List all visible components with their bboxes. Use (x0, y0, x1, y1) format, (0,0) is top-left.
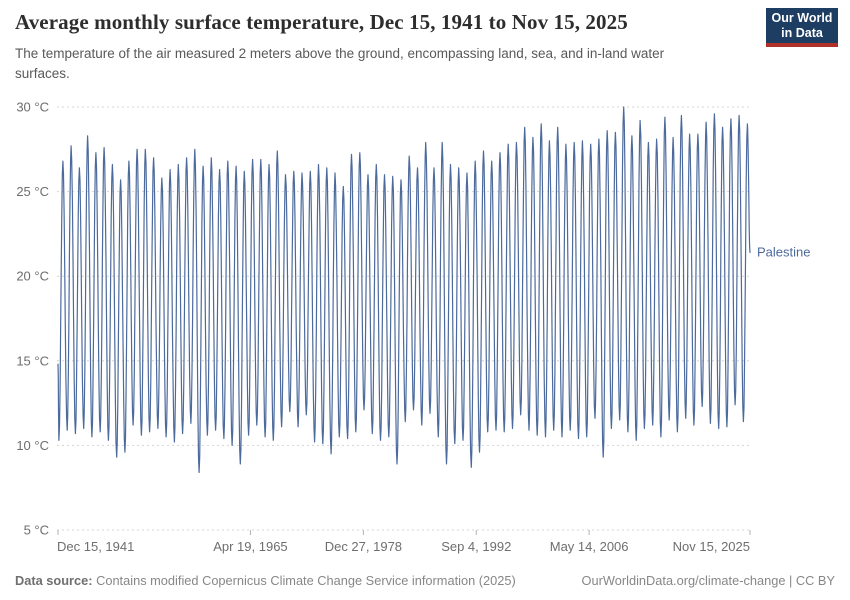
y-tick-label: 25 °C (16, 184, 49, 199)
chart-header: Average monthly surface temperature, Dec… (15, 10, 750, 85)
x-tick-label: Sep 4, 1992 (441, 539, 511, 554)
x-tick-label: Dec 15, 1941 (57, 539, 134, 554)
owid-logo[interactable]: Our World in Data (766, 8, 838, 47)
x-tick-label: Dec 27, 1978 (325, 539, 402, 554)
temperature-line-palestine[interactable] (57, 106, 751, 474)
chart-title: Average monthly surface temperature, Dec… (15, 10, 628, 34)
data-source-text: Contains modified Copernicus Climate Cha… (92, 573, 516, 588)
x-tick-label: Apr 19, 1965 (213, 539, 287, 554)
owid-logo-line2: in Data (781, 25, 823, 40)
x-tick-label: May 14, 2006 (550, 539, 629, 554)
y-tick-label: 30 °C (16, 100, 49, 115)
y-tick-label: 20 °C (16, 269, 49, 284)
series-label-palestine[interactable]: Palestine (757, 245, 810, 260)
y-tick-label: 10 °C (16, 438, 49, 453)
x-tick-label: Nov 15, 2025 (673, 539, 750, 554)
data-source-label: Data source: (15, 573, 93, 588)
chart-footer: Data source: Contains modified Copernicu… (15, 573, 835, 588)
y-tick-label: 5 °C (24, 523, 49, 538)
data-source: Data source: Contains modified Copernicu… (15, 573, 516, 588)
y-tick-label: 15 °C (16, 353, 49, 368)
chart-subtitle: The temperature of the air measured 2 me… (15, 46, 665, 82)
owid-logo-line1: Our World (771, 10, 833, 25)
footer-citation-link[interactable]: OurWorldinData.org/climate-change | CC B… (581, 573, 835, 588)
